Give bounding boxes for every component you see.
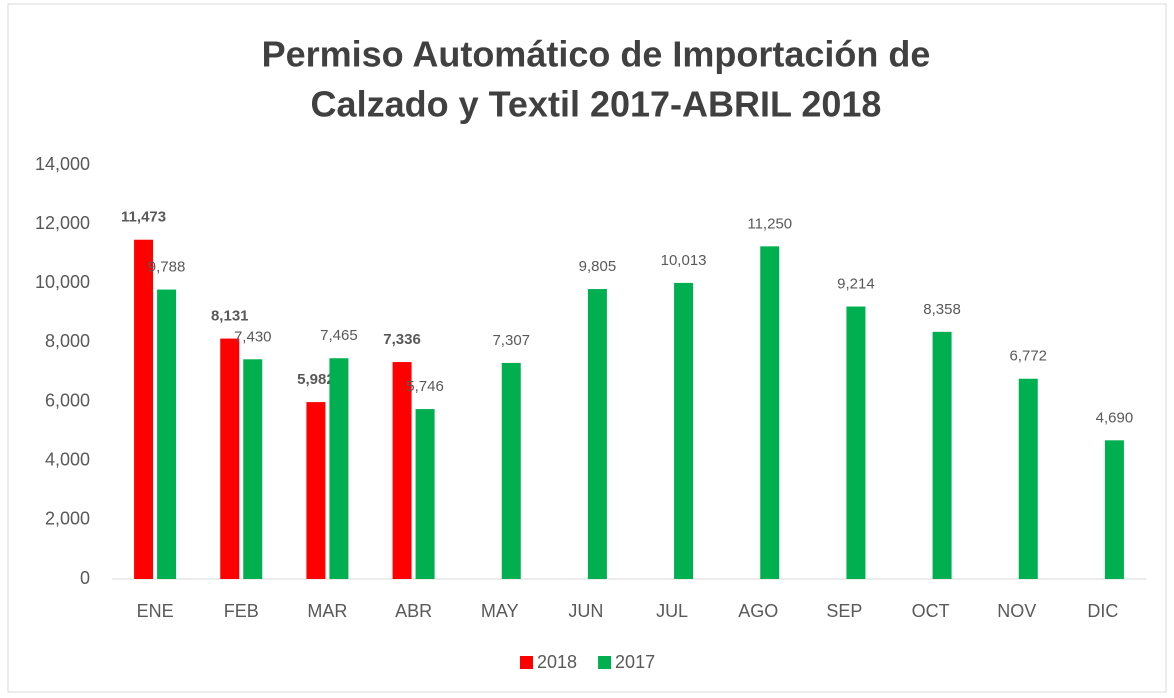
bar	[674, 282, 694, 579]
y-tick-label: 0	[80, 568, 90, 588]
legend-swatch	[598, 656, 612, 669]
data-label: 8,358	[923, 301, 961, 318]
x-tick-label: MAY	[481, 601, 519, 621]
chart-frame	[7, 3, 1167, 693]
bar	[329, 358, 349, 579]
x-tick-label: MAR	[307, 601, 347, 621]
x-tick-label: SEP	[826, 601, 862, 621]
bar	[1104, 440, 1124, 579]
x-tick-label: JUL	[656, 601, 688, 621]
bar	[415, 409, 435, 579]
bar	[306, 402, 326, 579]
data-label: 7,307	[492, 332, 530, 349]
bar	[1018, 378, 1038, 579]
x-tick-label: ENE	[137, 601, 174, 621]
bar	[243, 359, 263, 579]
data-label: 6,772	[1009, 348, 1047, 365]
x-tick-label: DIC	[1087, 601, 1118, 621]
y-tick-label: 10,000	[35, 272, 90, 292]
bar	[932, 331, 952, 579]
data-label: 8,131	[211, 308, 249, 325]
y-tick-label: 2,000	[45, 509, 90, 529]
x-tick-label: AGO	[738, 601, 778, 621]
legend-label: 2017	[615, 652, 655, 672]
bar	[501, 362, 521, 579]
legend-swatch	[520, 656, 533, 669]
bar	[134, 239, 154, 580]
bar	[846, 306, 866, 579]
y-tick-label: 14,000	[35, 154, 90, 174]
x-tick-label: ABR	[395, 601, 432, 621]
y-tick-label: 12,000	[35, 213, 90, 233]
data-label: 7,336	[383, 331, 421, 348]
legend-label: 2018	[537, 652, 577, 672]
x-tick-label: NOV	[997, 601, 1036, 621]
y-tick-label: 6,000	[45, 390, 90, 410]
data-label: 11,250	[747, 215, 792, 232]
chart-title: Permiso Automático de Importación de	[262, 34, 931, 75]
y-tick-label: 8,000	[45, 331, 90, 351]
x-tick-label: OCT	[912, 601, 950, 621]
bar	[392, 362, 412, 579]
data-label: 5,982	[297, 371, 335, 388]
bar	[587, 289, 607, 579]
bar	[220, 338, 240, 579]
data-label: 7,430	[234, 328, 272, 345]
data-label: 9,805	[579, 258, 617, 275]
data-label: 9,788	[148, 259, 186, 276]
x-tick-label: JUN	[568, 601, 603, 621]
data-label: 11,473	[121, 209, 166, 226]
x-tick-label: FEB	[224, 601, 259, 621]
bar	[760, 246, 780, 580]
data-label: 10,013	[661, 252, 707, 269]
chart-title: Calzado y Textil 2017-ABRIL 2018	[311, 84, 882, 125]
data-label: 9,214	[837, 275, 875, 292]
data-label: 5,746	[406, 378, 444, 395]
data-label: 7,465	[320, 327, 358, 344]
y-tick-label: 4,000	[45, 449, 90, 469]
data-label: 4,690	[1096, 409, 1134, 426]
bar	[157, 289, 177, 579]
